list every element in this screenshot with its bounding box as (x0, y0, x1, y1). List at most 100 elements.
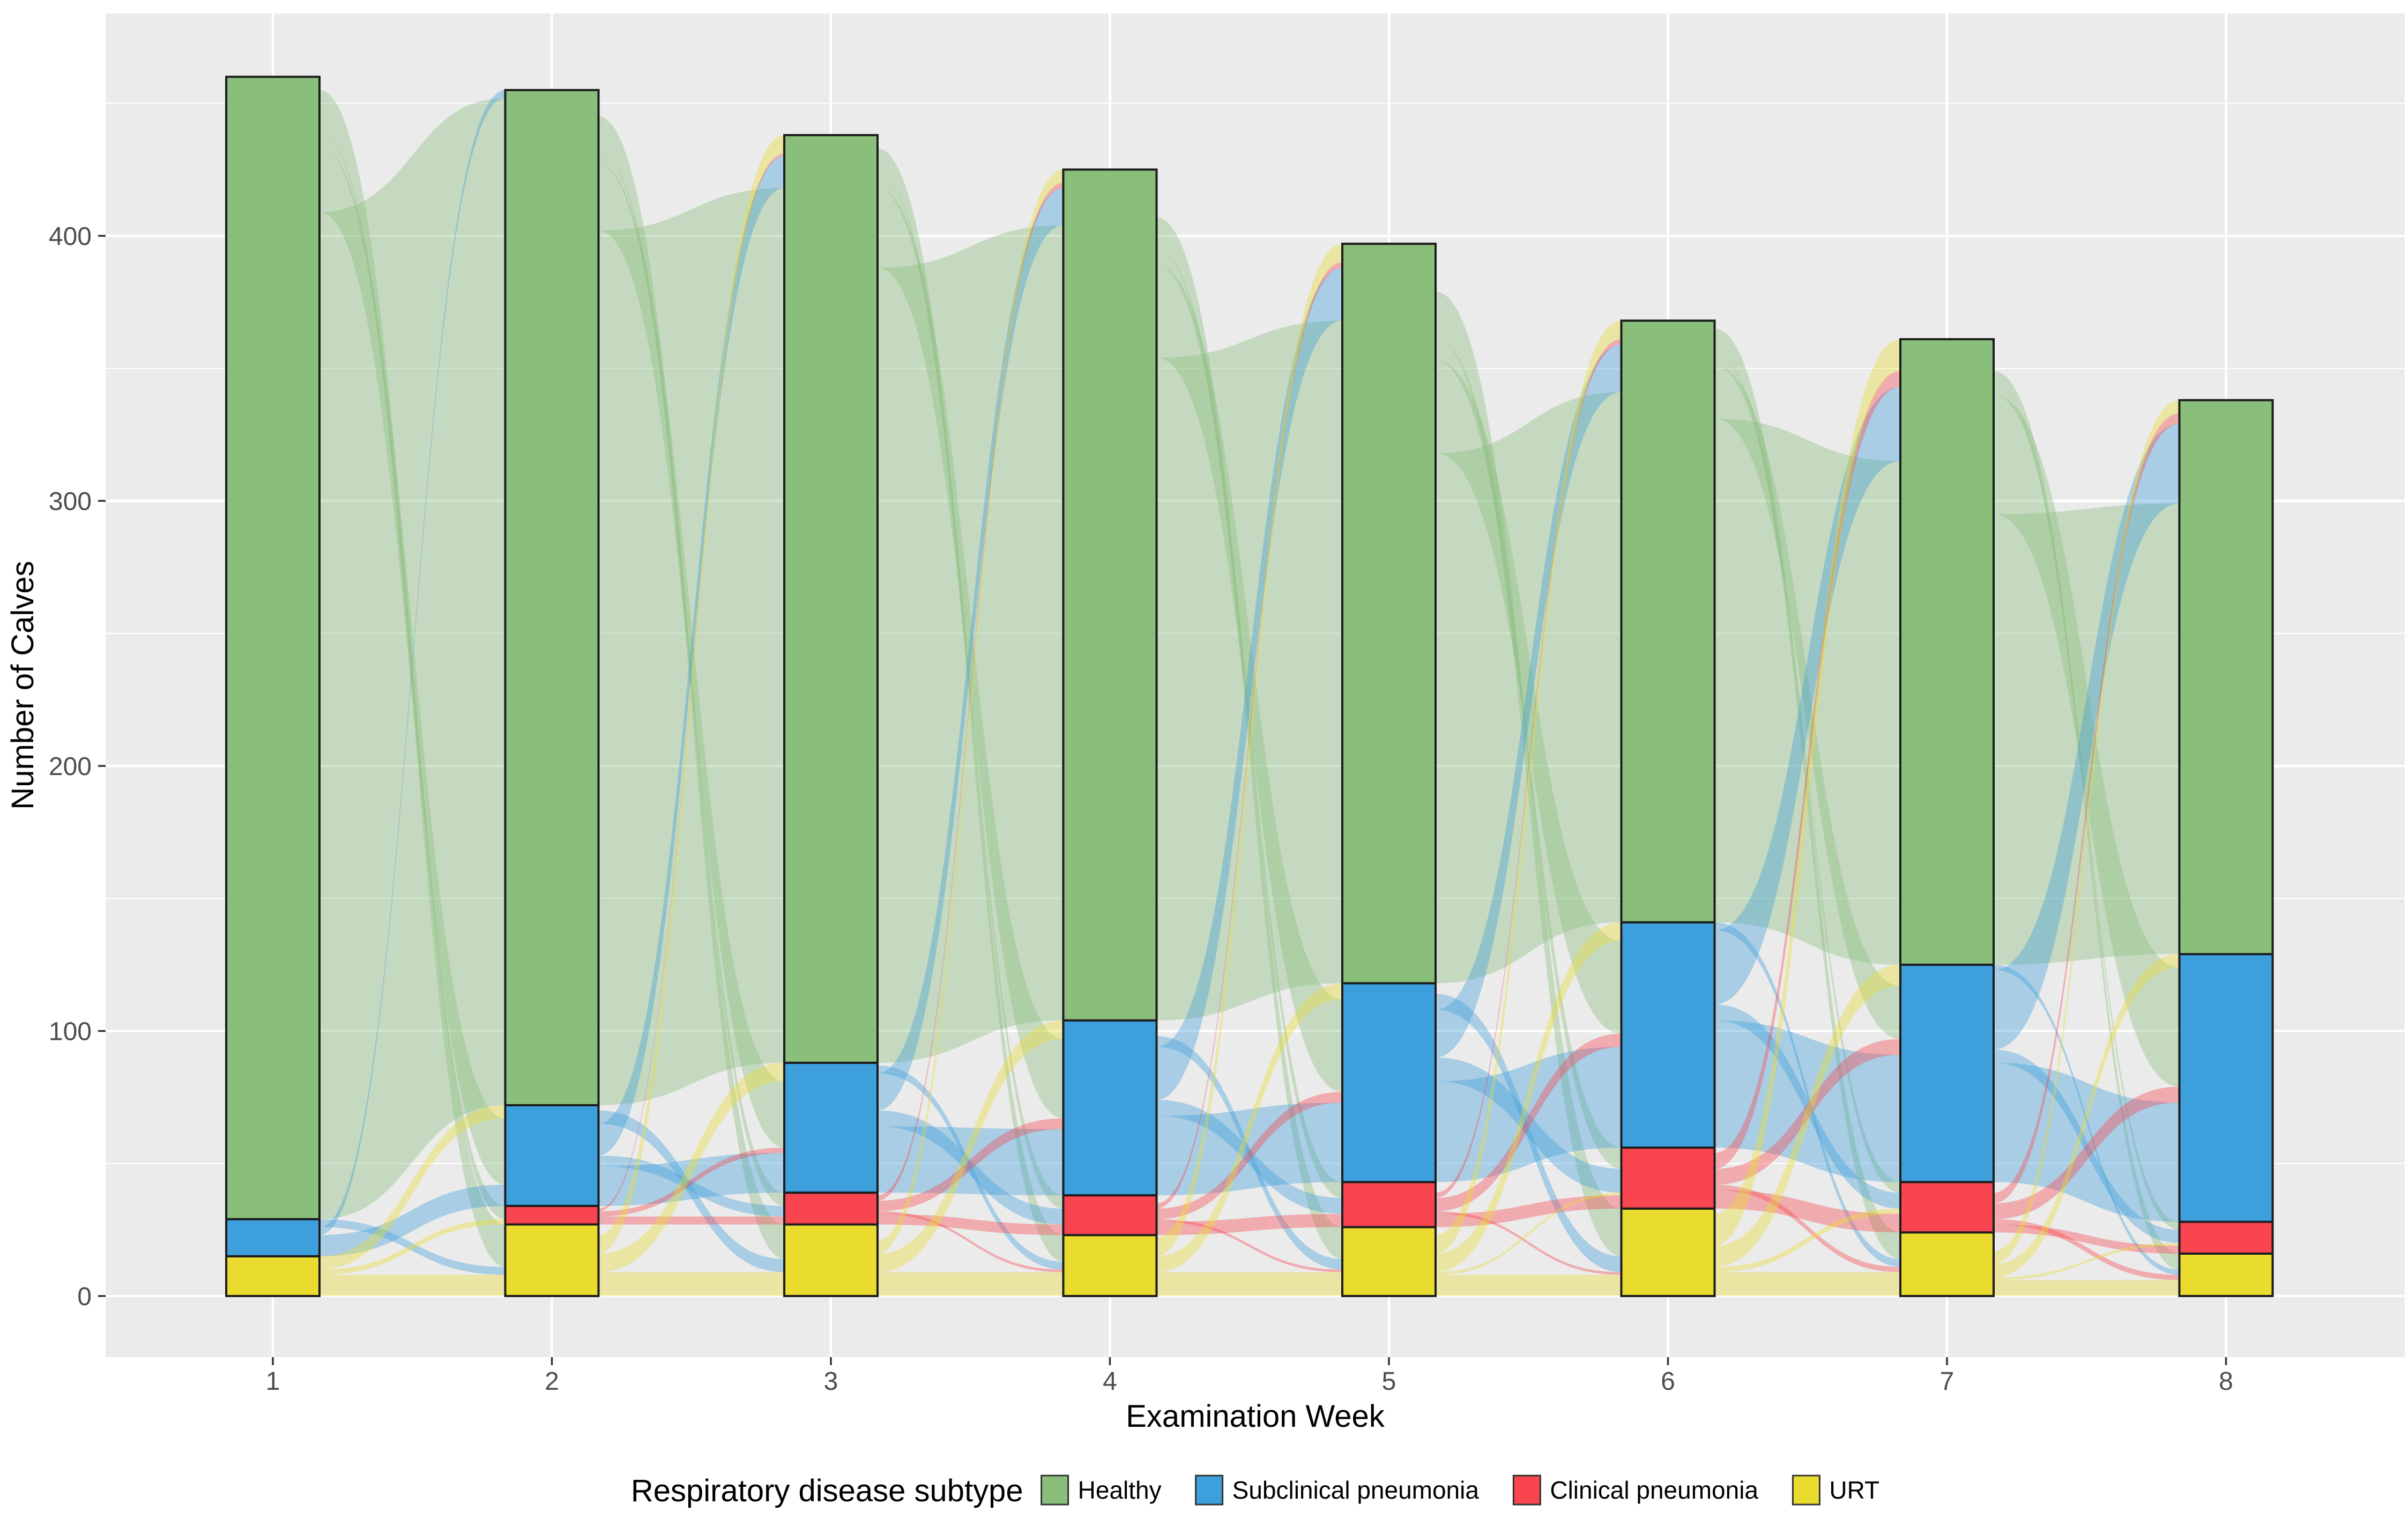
flow-week7-S-to-C (1994, 1049, 2180, 1244)
flow-week4-S-to-U (1156, 1036, 1342, 1270)
flow-week4-U-to-H (1156, 243, 1342, 1256)
flow-week4-C-to-S (1156, 1092, 1342, 1219)
flow-week1-H-to-S (319, 145, 506, 1185)
flow-week1-H-to-C (319, 132, 506, 1219)
flow-week3-S-to-C (878, 1110, 1064, 1225)
flow-week2-C-to-S (598, 1148, 784, 1217)
flow-week5-H-to-H (1436, 392, 1622, 984)
flow-week7-U-to-H (1994, 400, 2180, 1264)
flow-week2-S-to-S (598, 1152, 784, 1206)
flow-week1-H-to-U (319, 90, 506, 1267)
flow-week6-S-to-U (1714, 922, 1900, 1267)
legend-label-subclinical-pneumonia: Subclinical pneumonia (1232, 1476, 1480, 1504)
flow-week2-S-to-C (598, 1155, 784, 1217)
flow-week5-S-to-C (1436, 1057, 1622, 1193)
flow-week5-H-to-C (1436, 339, 1622, 1169)
stratum-week7-urt (1899, 1231, 1995, 1298)
flow-week5-H-to-S (1436, 360, 1622, 1034)
legend-title: Respiratory disease subtype (631, 1473, 1023, 1508)
flow-week5-S-to-U (1436, 994, 1622, 1272)
flow-week7-H-to-S (1994, 394, 2180, 1087)
flow-week2-C-to-H (598, 153, 784, 1211)
stratum-week4-healthy (1062, 168, 1158, 1022)
flow-week2-C-to-C (598, 1216, 784, 1225)
flow-week4-H-to-U (1156, 217, 1342, 1259)
legend-label-healthy: Healthy (1078, 1476, 1162, 1504)
flow-week6-H-to-H (1714, 419, 1900, 965)
flow-week7-U-to-C (1994, 1243, 2180, 1280)
flow-week3-C-to-H (878, 183, 1064, 1201)
stratum-week1-subclinical-pneumonia (225, 1218, 321, 1257)
flow-week6-C-to-S (1714, 1039, 1900, 1185)
stratum-week6-healthy (1620, 319, 1716, 924)
flow-week2-H-to-S (598, 164, 784, 1148)
legend-swatch-clinical-pneumonia (1512, 1475, 1541, 1506)
stratum-week2-urt (504, 1223, 600, 1298)
y-axis-title: Number of Calves (5, 561, 40, 809)
stratum-week3-subclinical-pneumonia (783, 1061, 879, 1194)
stratum-week8-clinical-pneumonia (2178, 1220, 2274, 1255)
stratum-week3-healthy (783, 134, 879, 1064)
x-tick-label-8: 8 (2219, 1367, 2233, 1396)
flow-week4-S-to-S (1156, 1103, 1342, 1196)
flow-week3-U-to-U (878, 1272, 1064, 1296)
flow-week6-C-to-U (1714, 1185, 1900, 1272)
flow-week5-C-to-C (1436, 1195, 1622, 1227)
flow-week7-C-to-U (1994, 1219, 2180, 1280)
flow-week6-S-to-H (1714, 386, 1900, 1005)
plot-panel (106, 13, 2405, 1357)
flow-week7-U-to-S (1994, 954, 2180, 1278)
flow-week6-H-to-U (1714, 329, 1900, 1259)
flow-week3-H-to-S (878, 188, 1064, 1119)
x-axis-title: Examination Week (1126, 1399, 1385, 1434)
flow-week6-U-to-H (1714, 339, 1900, 1246)
x-tick-label-6: 6 (1661, 1367, 1675, 1396)
legend-swatch-healthy (1041, 1475, 1069, 1506)
flow-week2-S-to-H (598, 156, 784, 1156)
flow-week4-S-to-H (1156, 267, 1342, 1100)
stratum-week5-subclinical-pneumonia (1341, 982, 1437, 1183)
stratum-week8-healthy (2178, 399, 2274, 956)
flow-week6-U-to-S (1714, 964, 1900, 1267)
flow-week5-U-to-S (1436, 922, 1622, 1272)
stratum-week4-clinical-pneumonia (1062, 1194, 1158, 1237)
stratum-week2-subclinical-pneumonia (504, 1104, 600, 1207)
flow-week5-C-to-S (1436, 1033, 1622, 1211)
flow-week3-S-to-U (878, 1065, 1064, 1270)
stratum-week1-healthy (225, 76, 321, 1220)
stratum-week7-subclinical-pneumonia (1899, 963, 1995, 1183)
flow-week1-U-to-C (319, 1219, 506, 1275)
legend-swatch-urt (1792, 1475, 1820, 1506)
flow-week3-U-to-H (878, 169, 1064, 1254)
stratum-week2-healthy (504, 89, 600, 1106)
flow-week5-S-to-H (1436, 344, 1622, 1058)
flow-week1-S-to-S (319, 1185, 506, 1256)
legend-swatch-subclinical-pneumonia (1195, 1475, 1224, 1506)
legend-label-urt: URT (1829, 1476, 1879, 1504)
flow-week3-C-to-U (878, 1211, 1064, 1272)
flow-week7-H-to-U (1994, 371, 2180, 1270)
y-tick-label-100: 100 (49, 1018, 92, 1046)
flow-week4-H-to-H (1156, 321, 1342, 1021)
flow-week5-C-to-H (1436, 339, 1622, 1198)
flow-week4-U-to-S (1156, 983, 1342, 1272)
flow-week2-H-to-C (598, 151, 784, 1206)
flow-week4-U-to-U (1156, 1272, 1342, 1296)
flow-week4-C-to-H (1156, 262, 1342, 1209)
flow-week5-U-to-U (1436, 1275, 1622, 1296)
x-tick-label-1: 1 (266, 1367, 280, 1396)
stratum-week8-subclinical-pneumonia (2178, 953, 2274, 1223)
flow-week4-H-to-S (1156, 265, 1342, 1092)
x-tick-label-7: 7 (1940, 1367, 1954, 1396)
stratum-week7-healthy (1899, 338, 1995, 966)
stratum-week4-subclinical-pneumonia (1062, 1019, 1158, 1197)
x-tick-label-5: 5 (1382, 1367, 1396, 1396)
x-tick-label-2: 2 (545, 1367, 559, 1396)
flow-week1-U-to-U (319, 1275, 506, 1296)
stratum-week1-urt (225, 1255, 321, 1297)
flow-week4-C-to-C (1156, 1213, 1342, 1235)
flow-week1-S-to-H (319, 90, 506, 1235)
flow-week3-U-to-S (878, 1020, 1064, 1272)
y-tick-label-200: 200 (49, 753, 92, 781)
